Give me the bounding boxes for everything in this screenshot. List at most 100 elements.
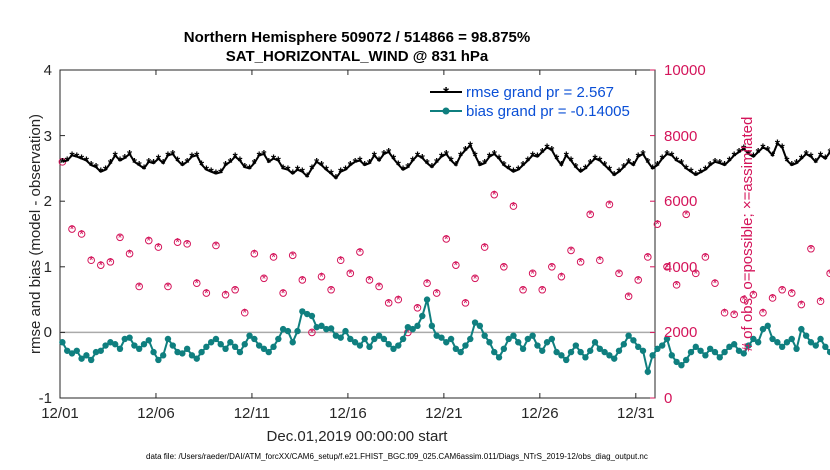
rmse-point: * <box>122 151 128 166</box>
obs-possible-marker <box>87 256 95 265</box>
obs-assimilated-marker: * <box>434 287 439 301</box>
bias-point <box>59 339 66 346</box>
bias-point <box>663 335 671 343</box>
obs-assimilated-marker: * <box>329 283 334 297</box>
rmse-point: * <box>640 147 646 162</box>
obs-possible-marker <box>557 272 566 281</box>
rmse-point: * <box>664 147 670 162</box>
rmse-point: * <box>449 154 455 169</box>
obs-possible-marker <box>730 310 738 319</box>
legend-rmse-marker: * <box>443 84 449 101</box>
bias-point <box>826 348 830 356</box>
obs-assimilated-marker: * <box>108 255 113 269</box>
rmse-point: * <box>175 154 181 169</box>
obs-possible-marker <box>672 281 681 289</box>
rmse-point: * <box>612 168 618 183</box>
rmse-point: * <box>146 155 152 170</box>
bias-point <box>735 347 743 354</box>
obs-possible-marker <box>739 295 748 304</box>
bias-point <box>390 345 397 352</box>
bias-point <box>428 322 436 330</box>
rmse-point: * <box>559 158 565 173</box>
obs-possible-marker <box>711 279 719 288</box>
bias-point <box>519 345 527 352</box>
bias-point <box>558 352 565 359</box>
rmse-point: * <box>420 151 426 166</box>
y-axis-label: rmse and bias (model - observation) <box>27 114 44 354</box>
rmse-point: * <box>156 152 162 167</box>
bias-point <box>169 342 176 349</box>
rmse-point: * <box>530 148 536 163</box>
bias-point <box>227 339 234 346</box>
left-axis: -1 0 1 2 3 4 <box>39 62 65 407</box>
bias-point <box>299 308 306 315</box>
obs-assimilated-marker: * <box>348 267 353 281</box>
bias-series <box>59 296 830 376</box>
obs-assimilated-marker: * <box>809 242 814 256</box>
bias-point <box>433 332 440 339</box>
y-tick-label: 2 <box>44 193 52 210</box>
bias-point <box>145 337 152 344</box>
bias-point <box>673 358 680 366</box>
bias-point <box>270 343 277 351</box>
rmse-point: * <box>708 158 714 173</box>
obs-assimilated-marker: * <box>338 254 343 268</box>
x-tick-label: 12/31 <box>617 405 655 422</box>
obs-possible-marker <box>768 294 777 302</box>
obs-assimilated-marker: * <box>617 267 622 281</box>
bias-point <box>323 325 330 333</box>
rmse-point: * <box>180 158 186 173</box>
obs-possible-marker <box>192 279 201 288</box>
obs-markers: ** ** * ***** *** ***** *************** ** *****… <box>58 155 830 340</box>
bias-point <box>539 347 546 354</box>
rmse-point: * <box>549 143 555 158</box>
obs-possible-marker <box>212 241 220 250</box>
rmse-point: * <box>669 148 675 163</box>
rmse-point: * <box>674 154 680 169</box>
rmse-point: * <box>204 163 210 178</box>
rmse-point: * <box>679 156 685 171</box>
rmse-point: * <box>789 158 795 173</box>
rmse-point: * <box>645 155 651 170</box>
rmse-point: * <box>314 155 320 170</box>
rmse-point: * <box>482 156 488 171</box>
rmse-point: * <box>746 147 752 162</box>
rmse-point: * <box>554 152 560 167</box>
obs-possible-marker <box>250 249 259 258</box>
obs-possible-marker <box>701 253 710 261</box>
obs-assimilated-marker: * <box>645 250 650 264</box>
bias-point <box>174 348 181 356</box>
rmse-point: * <box>568 154 574 169</box>
rmse-point: * <box>616 165 622 180</box>
bias-point <box>313 323 320 331</box>
obs-assimilated-marker: * <box>713 277 718 291</box>
bias-point <box>726 343 733 351</box>
obs-assimilated-marker: * <box>502 260 507 274</box>
obs-possible-marker <box>96 261 105 269</box>
rmse-point: * <box>751 150 757 165</box>
bias-point <box>754 339 762 346</box>
bias-point <box>543 339 551 346</box>
rmse-point: * <box>501 158 507 173</box>
rmse-point: * <box>626 155 632 170</box>
rmse-point: * <box>401 163 407 178</box>
obs-possible-marker <box>394 295 403 304</box>
bias-point <box>817 335 824 343</box>
obs-assimilated-marker: * <box>444 232 449 246</box>
bias-point <box>198 348 205 356</box>
obs-possible-marker <box>317 272 326 281</box>
bias-point <box>207 339 215 346</box>
rmse-point: * <box>338 165 344 180</box>
obs-possible-marker <box>461 299 470 307</box>
bias-point <box>668 352 675 359</box>
rmse-point: * <box>521 158 527 173</box>
rmse-point: * <box>309 161 315 176</box>
rmse-point: * <box>276 154 282 169</box>
rmse-point: * <box>607 163 613 178</box>
rmse-point: * <box>333 171 339 186</box>
obs-possible-marker <box>183 240 191 248</box>
rmse-point: * <box>688 165 694 180</box>
obs-possible-marker <box>260 274 268 283</box>
rmse-point: * <box>823 152 829 167</box>
bias-point <box>548 335 556 343</box>
